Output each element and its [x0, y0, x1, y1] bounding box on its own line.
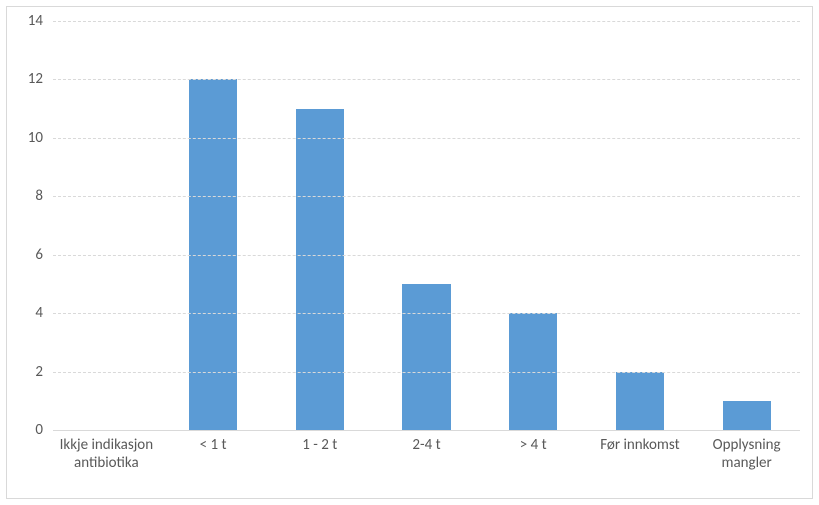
y-tick-label: 4 — [7, 304, 43, 322]
x-axis-line — [53, 430, 800, 431]
grid-line — [53, 313, 800, 314]
chart-frame: 0 2 4 6 8 10 12 14 Ikkje indikasjon antibiotika<… — [0, 0, 819, 505]
bar — [723, 401, 771, 430]
x-tick-label: < 1 t — [160, 436, 267, 454]
x-tick-label: 2-4 t — [373, 436, 480, 454]
bar — [616, 372, 664, 430]
chart-area: 0 2 4 6 8 10 12 14 Ikkje indikasjon antibiotika<… — [6, 6, 813, 499]
bar — [296, 109, 344, 430]
grid-line — [53, 138, 800, 139]
x-tick-label: > 4 t — [480, 436, 587, 454]
bar — [402, 284, 450, 430]
x-tick-label: 1 - 2 t — [266, 436, 373, 454]
y-tick-label: 14 — [7, 12, 43, 30]
x-tick-label: Før innkomst — [587, 436, 694, 454]
grid-line — [53, 21, 800, 22]
grid-line — [53, 196, 800, 197]
bars-layer — [53, 21, 800, 430]
y-tick-label: 0 — [7, 421, 43, 439]
y-tick-label: 8 — [7, 187, 43, 205]
grid-line — [53, 255, 800, 256]
grid-line — [53, 372, 800, 373]
x-tick-label: Ikkje indikasjon antibiotika — [53, 436, 160, 472]
y-tick-label: 6 — [7, 246, 43, 264]
y-tick-label: 10 — [7, 129, 43, 147]
x-tick-label: Opplysning mangler — [693, 436, 800, 472]
y-tick-label: 12 — [7, 70, 43, 88]
grid-line — [53, 79, 800, 80]
plot-area — [53, 21, 800, 430]
y-tick-label: 2 — [7, 363, 43, 381]
